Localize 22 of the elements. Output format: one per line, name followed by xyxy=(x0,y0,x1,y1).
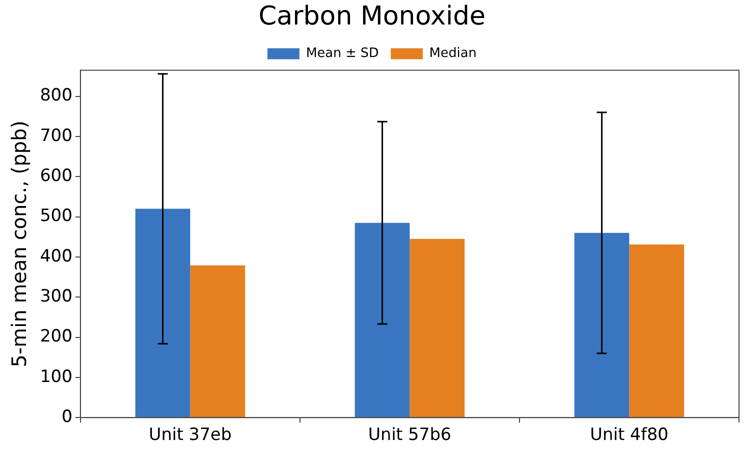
y-tick-label: 100 xyxy=(40,366,72,387)
x-tick-label: Unit 4f80 xyxy=(590,425,668,446)
y-axis-title: 5-min mean conc., (ppb) xyxy=(7,120,32,368)
y-tick-label: 200 xyxy=(40,326,72,347)
y-tick-label: 800 xyxy=(40,86,72,106)
legend-label: Mean ± SD xyxy=(306,46,379,62)
x-tick-label: Unit 37eb xyxy=(148,425,232,446)
y-tick-label: 400 xyxy=(40,246,72,266)
bar xyxy=(190,265,246,418)
chart-title: Carbon Monoxide xyxy=(258,1,486,32)
bar xyxy=(135,208,190,418)
y-tick-label: 300 xyxy=(40,286,72,307)
y-tick-label: 600 xyxy=(40,166,72,186)
bar xyxy=(574,232,630,418)
bar xyxy=(410,238,465,418)
bar xyxy=(629,244,684,418)
y-tick-label: 0 xyxy=(62,407,72,428)
y-tick-label: 500 xyxy=(40,206,72,226)
y-tick-label: 700 xyxy=(40,126,72,146)
x-tick-label: Unit 57b6 xyxy=(368,425,452,446)
bar xyxy=(354,222,410,418)
legend-label: Median xyxy=(429,46,477,62)
